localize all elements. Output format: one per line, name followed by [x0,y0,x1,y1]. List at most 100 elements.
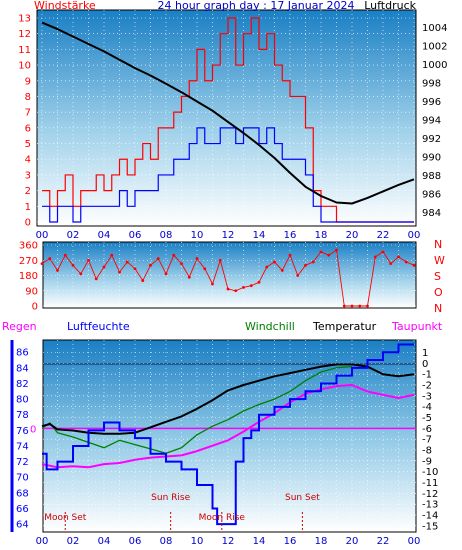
wind-direction-point [257,280,261,284]
legend-humidity: Luftfeuchte [67,320,130,333]
event-label: Sun Set [285,493,320,503]
compass-label: N [434,302,442,315]
compass-label: S [434,270,441,283]
right-tick-label: 1002 [422,41,447,52]
sun-moon-events: Moon Set Sun Rise Moon Rise Sun Set [44,493,320,532]
left-tick-label: 76 [16,426,29,437]
x-tick-label: 00 [408,230,421,241]
wind-direction-point [133,267,137,271]
wind-direction-point [389,262,393,266]
wind-direction-point [319,250,323,254]
wind-direction-point [79,272,83,276]
wind-direction-point [373,255,377,259]
right-tick-label: -5 [422,413,432,424]
left-tick-label: 3 [25,170,31,181]
wind-direction-point [187,275,191,279]
plot-area [42,339,417,533]
x-tick-label: 10 [191,230,204,241]
wind-direction-point [40,262,44,266]
series-group [41,343,415,526]
compass-label: N [434,238,442,251]
wind-direction-point [102,265,106,269]
gridlines [41,340,416,532]
x-tick-label: 02 [67,536,80,547]
series-group [41,17,415,223]
right-tick-label: 988 [422,171,441,182]
x-tick-label: 00 [36,230,49,241]
left-tick-label: 78 [16,410,29,421]
wind-direction-point [63,253,67,257]
wind-direction-point [242,285,245,289]
temperature-humidity-chart: Regen Luftfeuchte Windchill Temperatur T… [2,320,443,547]
right-tick-label: -10 [422,467,438,478]
legend-windchill: Windchill [245,320,295,333]
right-tick-label: 986 [422,190,441,201]
wind-direction-point [180,262,183,266]
right-tick-label: -4 [422,402,432,413]
wind-direction-point [234,289,238,293]
series-group [40,248,416,308]
left-tick-label: 0 [25,218,31,229]
wind-direction-point [327,253,331,257]
left-tick-label: 70 [16,473,29,484]
x-tick-label: 00 [36,536,49,547]
right-tick-label: -1 [422,370,432,381]
right-tick-label: -7 [422,435,432,446]
wind-direction-point [156,257,160,260]
axis-ticks: 0 90 180 270 360 [19,241,38,313]
right-tick-label: -2 [422,381,432,392]
left-tick-label: 7 [25,108,31,119]
x-tick-label: 14 [253,536,266,547]
event-label: Moon Set [44,513,87,523]
wind-direction-point [125,260,129,264]
wind-direction-point [172,253,176,257]
wind-direction-point [366,304,369,308]
wind-direction-point [397,255,400,259]
left-tick-label: 64 [16,520,29,531]
left-tick-label: 2 [25,186,31,197]
wind-direction-point [335,248,338,252]
right-tick-label: 998 [422,78,441,89]
zero-label: 0 [30,424,36,435]
legend-temperature: Temperatur [312,320,377,333]
humidity-series [42,343,414,526]
x-tick-label: 06 [129,230,142,241]
compass-label: W [434,254,445,267]
wind-direction-point [304,263,307,267]
left-tick-label: 8 [25,92,31,103]
left-tick-label: 12 [18,29,31,40]
left-tick-label: 68 [16,488,29,499]
right-tick-label: 0 [422,359,428,370]
compass-label: O [434,286,443,299]
wind-direction-point [195,257,199,260]
x-tick-label: 12 [222,230,235,241]
left-tick-label: 80 [16,395,29,406]
x-tick-label: 08 [160,536,173,547]
wind-direction-point [218,258,222,262]
right-tick-label: -15 [422,521,438,532]
right-tick-label: -12 [422,489,438,500]
wind-direction-point [211,282,214,286]
windchill-series [41,365,353,454]
wind-direction-point [311,260,315,264]
temperature-series [41,363,415,435]
right-tick-label: 996 [422,97,441,108]
left-tick-label: 74 [16,441,29,452]
wind-direction-point [141,279,145,282]
x-tick-label: 14 [253,230,266,241]
wind-direction-point [265,265,269,269]
axis-ticks: 0123456789101112139849869889909929949969… [18,14,447,242]
left-tick-label: 72 [16,457,29,468]
right-tick-label: 984 [422,208,441,219]
x-tick-label: 02 [67,230,80,241]
wind-direction-point [280,269,284,272]
left-tick-label: 5 [25,139,31,150]
legend-dewpoint: Taupunkt [391,320,443,333]
x-tick-label: 04 [98,230,111,241]
left-tick-label: 13 [18,14,31,25]
wind-direction-point [56,269,59,272]
wind-direction-point [288,253,292,257]
event-label: Sun Rise [151,493,190,503]
